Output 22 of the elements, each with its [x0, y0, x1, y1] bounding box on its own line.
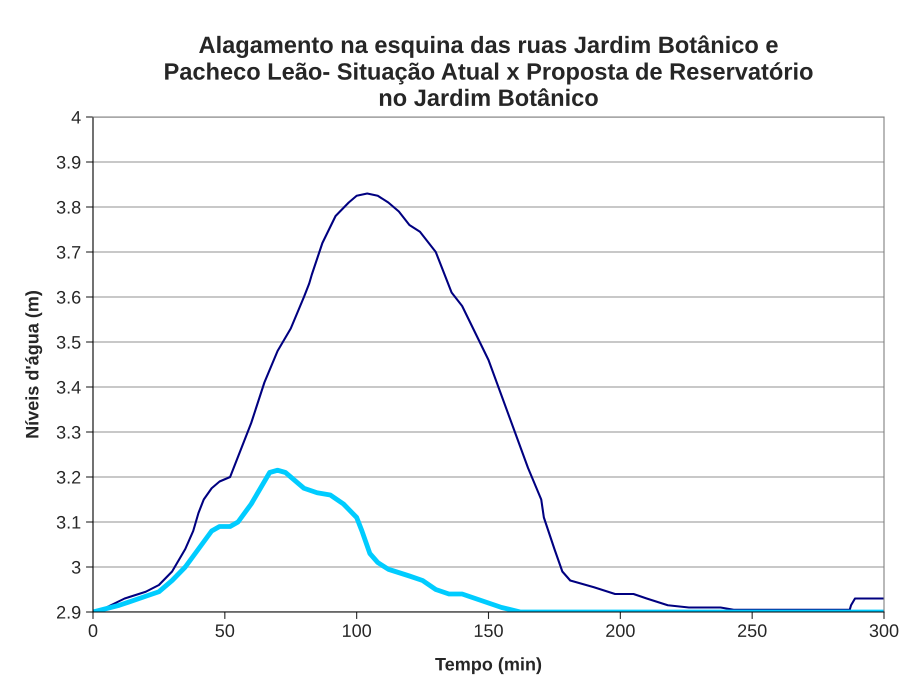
x-tick-label: 50	[216, 624, 234, 638]
y-tick-label: 3.8	[56, 200, 80, 214]
y-tick-label: 3	[72, 560, 80, 574]
x-tick-label: 150	[474, 624, 503, 638]
y-tick-label: 3.1	[56, 516, 80, 529]
chart-title: Alagamento na esquina das ruas Jardim Botânico e Pacheco Leão- Situação Atual x Proposta de Reservatório no Jardim Botânico	[165, 35, 813, 106]
x-tick-label: 250	[738, 624, 767, 638]
x-axis-title: Tempo (min)	[435, 657, 542, 674]
y-tick-label: 3.2	[56, 470, 80, 484]
x-tick-label: 100	[342, 624, 372, 638]
y-tick-label: 3.5	[56, 336, 80, 349]
y-tick-label: 3.3	[56, 426, 80, 439]
y-tick-label: 2.9	[57, 606, 80, 619]
y-tick-label: 3.9	[56, 156, 80, 169]
y-axis-title: Níveis d'água (m)	[25, 291, 42, 438]
y-tick-label: 3.6	[56, 290, 80, 304]
y-tick-label: 3.4	[56, 380, 81, 394]
y-tick-label: 4	[72, 111, 81, 124]
x-tick-label: 300	[870, 624, 898, 638]
y-tick-label: 3.7	[56, 246, 80, 259]
x-tick-label: 200	[606, 624, 635, 638]
x-tick-label: 0	[88, 624, 98, 638]
